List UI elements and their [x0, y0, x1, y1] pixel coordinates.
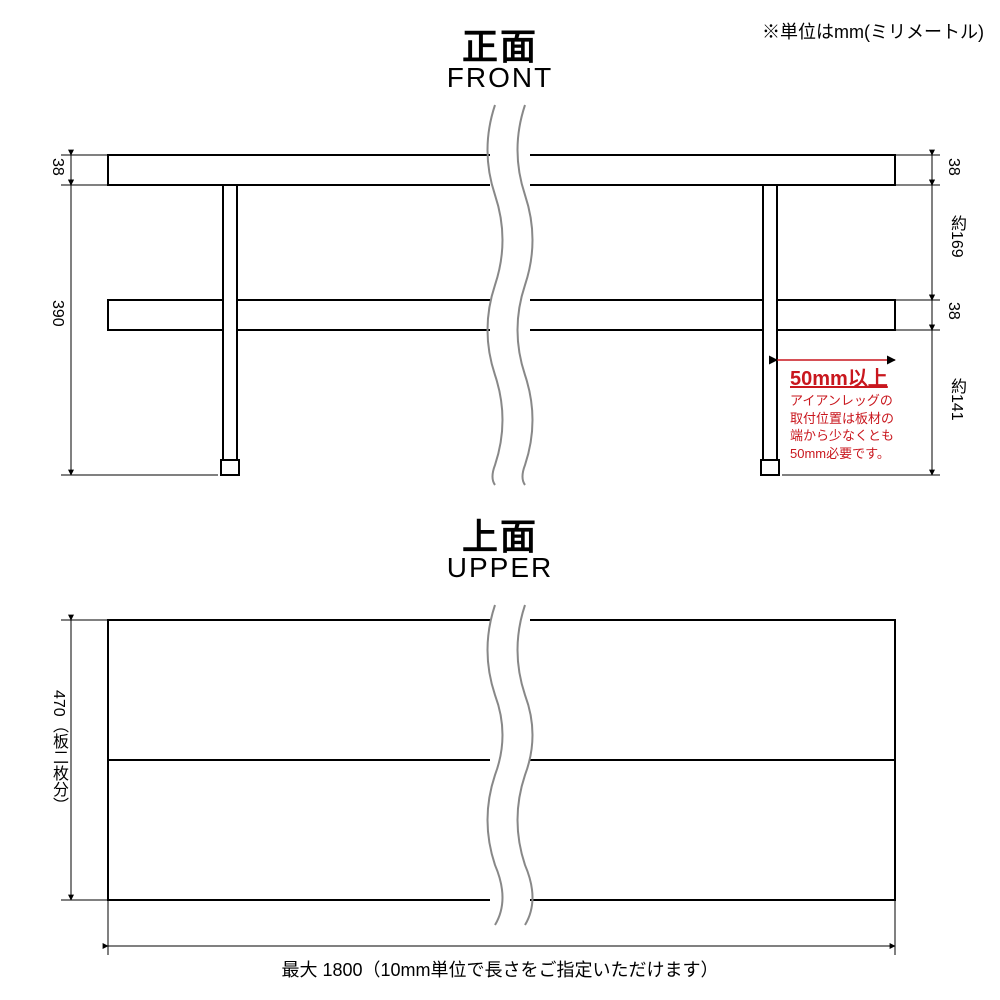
- dim-upper-depth: 470（板二枚分）: [46, 690, 70, 813]
- front-leg-b: [763, 185, 777, 460]
- front-foot-b: [761, 460, 779, 475]
- red-callout-note: アイアンレッグの 取付位置は板材の 端から少なくとも 50mm必要です。: [790, 392, 920, 462]
- dim-front-right-38a: 38: [944, 158, 962, 176]
- dim-front-right-141: 約141: [944, 378, 968, 421]
- dim-front-right-38b: 38: [944, 302, 962, 320]
- diagram-canvas: ※単位はmm(ミリメートル) 正面 FRONT 上面 UPPER: [0, 0, 1000, 1000]
- dim-front-right-169: 約169: [944, 215, 968, 258]
- dim-upper-width: 最大 1800（10mm単位で長さをご指定いただけます）: [150, 956, 850, 982]
- front-leg-a: [223, 185, 237, 460]
- upper-break-wave: [488, 605, 533, 925]
- technical-drawing: [0, 0, 1000, 1000]
- front-foot-a: [221, 460, 239, 475]
- dim-front-left-38: 38: [48, 158, 66, 176]
- front-break-wave: [488, 100, 533, 490]
- red-callout-main: 50mm以上: [790, 362, 888, 391]
- dim-front-left-390: 390: [48, 300, 66, 327]
